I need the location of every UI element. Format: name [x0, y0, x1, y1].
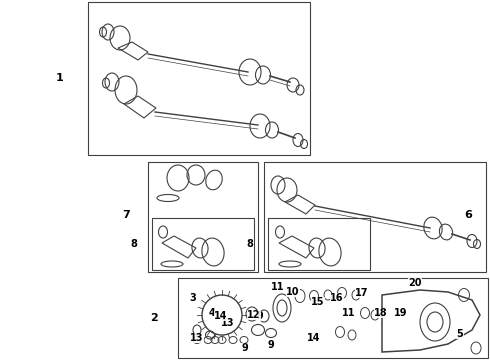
Text: 13: 13: [221, 318, 235, 328]
Text: 11: 11: [271, 282, 285, 292]
Bar: [178, 278, 488, 358]
Text: 6: 6: [464, 210, 472, 220]
Text: 9: 9: [257, 311, 264, 321]
Text: 16: 16: [330, 293, 344, 303]
Text: 1: 1: [56, 73, 64, 83]
Text: 19: 19: [394, 308, 408, 318]
Text: 13: 13: [190, 333, 204, 343]
Text: 14: 14: [307, 333, 321, 343]
Text: 3: 3: [190, 293, 196, 303]
Text: 7: 7: [122, 210, 130, 220]
Text: 12: 12: [247, 310, 261, 320]
Text: 18: 18: [374, 308, 388, 318]
Bar: [148, 162, 258, 272]
Text: 20: 20: [408, 278, 422, 288]
Bar: [268, 218, 370, 270]
Text: 8: 8: [246, 239, 253, 249]
Bar: [88, 2, 310, 155]
Text: 5: 5: [457, 329, 464, 339]
Text: 9: 9: [268, 340, 274, 350]
Text: 17: 17: [355, 288, 369, 298]
Text: 11: 11: [342, 308, 356, 318]
Text: 8: 8: [130, 239, 137, 249]
Text: 10: 10: [286, 287, 300, 297]
Text: 14: 14: [214, 311, 228, 321]
Text: 4: 4: [209, 308, 216, 318]
Text: 15: 15: [311, 297, 325, 307]
Text: 9: 9: [242, 343, 248, 353]
Bar: [264, 162, 486, 272]
Bar: [152, 218, 254, 270]
Text: 2: 2: [150, 313, 158, 323]
